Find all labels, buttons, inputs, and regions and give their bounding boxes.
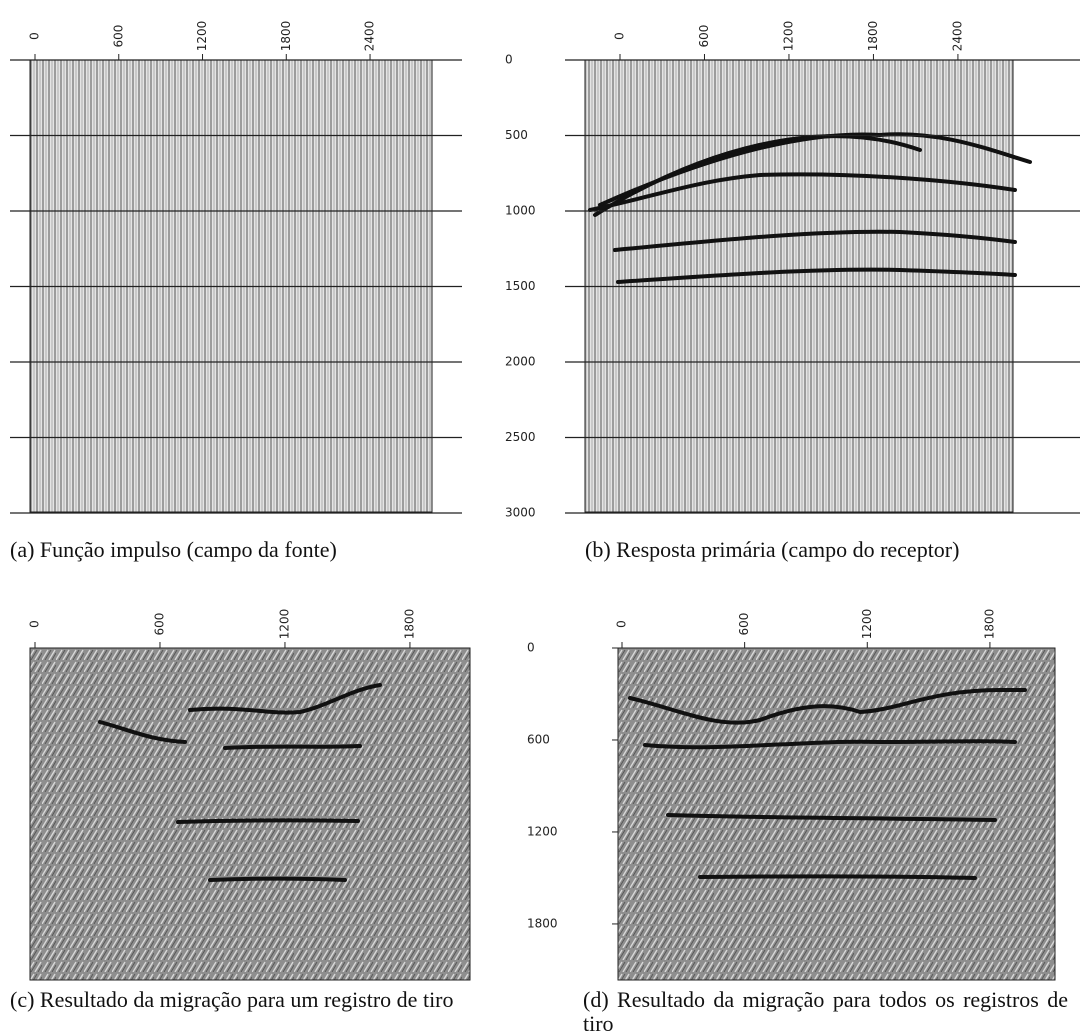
caption: (b) Resposta primária (campo do receptor… (585, 537, 960, 562)
x-tick-label: 600 (111, 25, 125, 48)
y-tick-label: 2000 (505, 355, 536, 369)
x-tick-label: 0 (613, 32, 627, 40)
x-tick-label: 0 (615, 620, 629, 628)
reflectors-d (628, 688, 1027, 880)
caption: (d) Resultado da migração para todos os … (583, 987, 1068, 1032)
x-tick-label: 0 (28, 32, 42, 40)
x-tick-label: 600 (737, 613, 751, 636)
x-tick-label: 1800 (402, 609, 416, 640)
x-tick-label: 1200 (195, 21, 209, 52)
y-tick-label: 1200 (527, 824, 558, 838)
y-tick-label: 0 (505, 53, 513, 67)
y-tick-label: 1000 (505, 204, 536, 218)
x-tick-label: 0 (28, 620, 42, 628)
x-tick-label: 1200 (860, 609, 874, 640)
caption: (a) Função impulso (campo da fonte) (10, 537, 337, 562)
caption: (c) Resultado da migração para um regist… (10, 987, 454, 1012)
y-tick-label: 0 (527, 641, 535, 655)
x-tick-label: 1800 (866, 21, 880, 52)
x-tick-label: 1800 (982, 609, 996, 640)
x-tick-label: 2400 (363, 21, 377, 52)
reflectors-c (98, 683, 382, 882)
panel-c-plot (29, 647, 471, 981)
y-tick-label: 500 (505, 128, 528, 142)
x-tick-label: 1200 (277, 609, 291, 640)
y-tick-label: 1500 (505, 279, 536, 293)
y-tick-label: 1800 (527, 916, 558, 930)
y-tick-label: 2500 (505, 430, 536, 444)
x-tick-label: 1800 (279, 21, 293, 52)
y-tick-label: 3000 (505, 506, 536, 520)
x-tick-label: 1200 (781, 21, 795, 52)
x-tick-label: 600 (697, 25, 711, 48)
x-tick-label: 600 (152, 613, 166, 636)
y-tick-label: 600 (527, 732, 550, 746)
x-tick-label: 2400 (950, 21, 964, 52)
reflectors-b (588, 132, 1032, 284)
